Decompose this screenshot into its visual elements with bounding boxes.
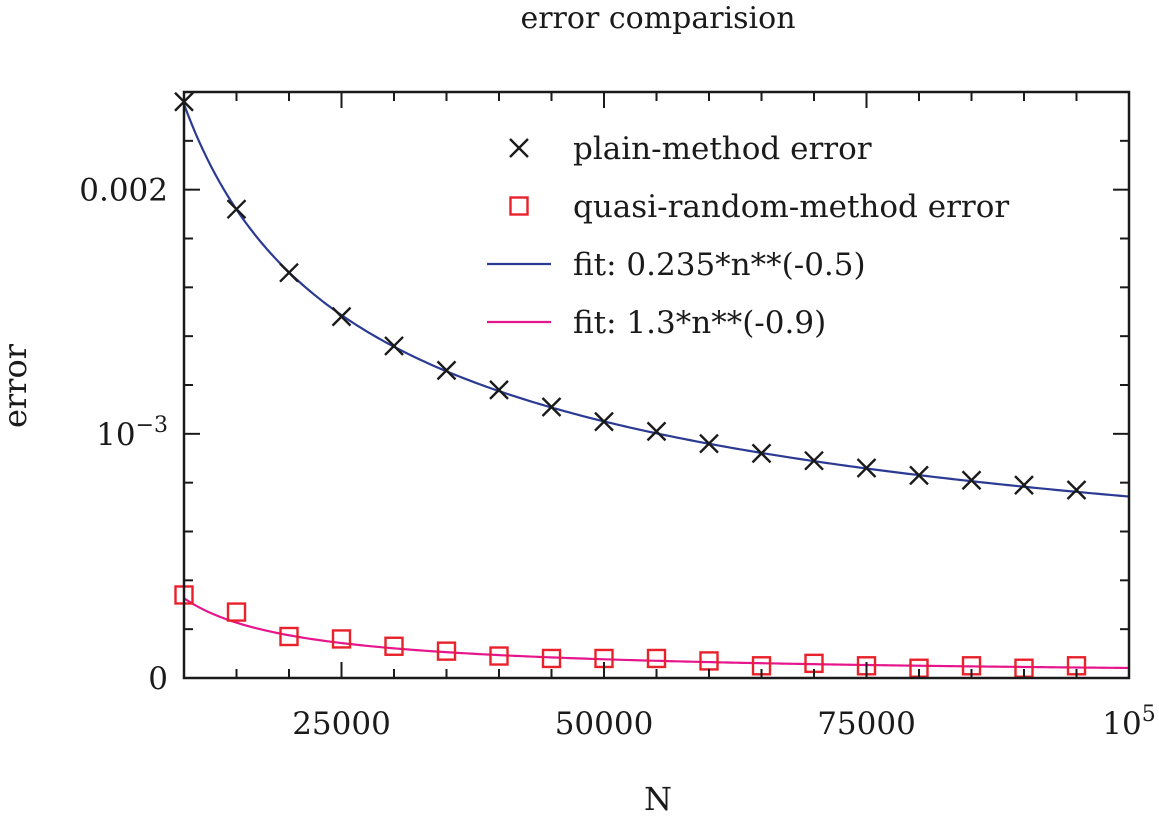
legend-marker-1 (509, 138, 529, 158)
plain-method-point (804, 450, 824, 471)
plain-method-point (699, 433, 719, 454)
plain-method-point (436, 360, 457, 381)
y-axis-label: error (0, 343, 34, 428)
quasi-random-point (489, 646, 509, 666)
fit-line-2 (183, 597, 1130, 670)
quasi-random-point (226, 602, 247, 622)
x-tick-label: 75000 (817, 706, 916, 742)
x-tick-label: 25000 (292, 706, 391, 742)
legend-marker-2 (509, 196, 529, 216)
quasi-random-point (279, 626, 299, 647)
legend: plain-method error quasi-random-method er… (487, 131, 1009, 341)
quasi-random-point (384, 636, 404, 656)
plain-method-point (961, 470, 982, 491)
plain-method-point (279, 262, 299, 283)
plain-method-point (751, 443, 772, 464)
quasi-random-point (541, 648, 562, 669)
plot-frame (182, 90, 1131, 680)
plain-method-point (541, 397, 562, 417)
plain-method-point (1066, 480, 1087, 500)
plain-method-point (1014, 475, 1034, 495)
quasi-random-point (331, 629, 352, 649)
y-tick-label: 10−3 (96, 413, 168, 453)
plain-method-point (226, 199, 247, 220)
plain-method-point (384, 336, 404, 356)
x-axis-label: N (644, 780, 672, 817)
x-tick-label: 50000 (555, 706, 654, 742)
plain-method-point (331, 306, 352, 327)
y-tick-label: 0 (148, 661, 168, 697)
plain-method-point (909, 465, 929, 486)
y-tick-label: 0.002 (79, 173, 168, 209)
plain-method-point (646, 421, 667, 442)
data-markers (174, 91, 1087, 678)
legend-label-1: plain-method error (573, 131, 872, 167)
legend-label-3: fit: 0.235*n**(-0.5) (573, 247, 866, 283)
chart-title: error comparision (520, 1, 795, 36)
legend-label-4: fit: 1.3*n**(-0.9) (573, 305, 826, 341)
plain-method-point (489, 380, 509, 400)
axis-ticks (183, 91, 1130, 679)
plain-method-point (594, 411, 614, 432)
quasi-random-point (646, 648, 667, 669)
x-tick-label: 105 (1102, 702, 1155, 742)
quasi-random-point (436, 641, 457, 661)
legend-label-2: quasi-random-method error (573, 189, 1009, 225)
plain-method-point (856, 458, 877, 478)
